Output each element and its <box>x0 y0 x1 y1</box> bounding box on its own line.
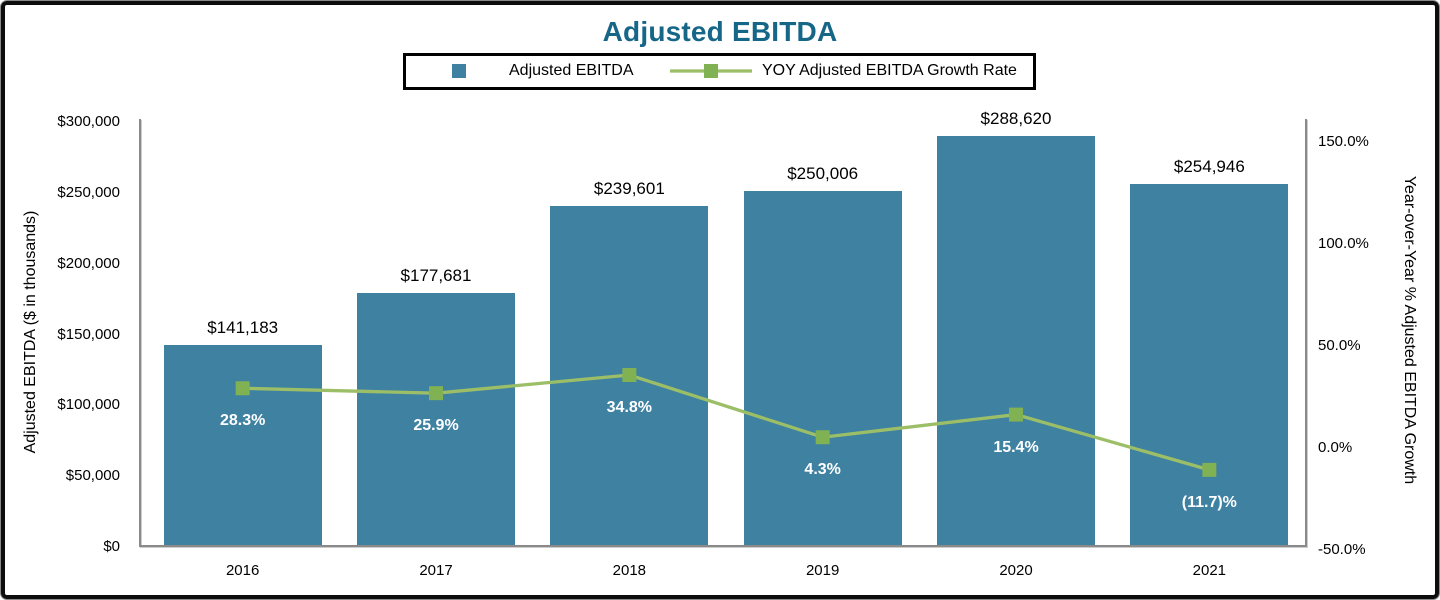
x-tick-label-2018: 2018 <box>612 562 647 579</box>
bar-series-swatch-icon <box>452 64 466 78</box>
bar-2020 <box>937 136 1095 545</box>
right-axis-line <box>1305 119 1307 547</box>
y-left-tick-label: $100,000 <box>57 396 120 414</box>
y-left-tick-label: $300,000 <box>57 113 120 130</box>
y-left-tick-label: $200,000 <box>57 254 120 272</box>
growth-value-label-2020: 15.4% <box>993 438 1039 456</box>
line-series-swatch-icon <box>670 64 752 78</box>
legend: Adjusted EBITDA YOY Adjusted EBITDA Grow… <box>403 53 1036 90</box>
growth-value-label-2017: 25.9% <box>413 417 459 435</box>
x-tick-label-2019: 2019 <box>805 562 840 579</box>
left-axis-line <box>139 119 141 547</box>
x-tick-label-2020: 2020 <box>999 562 1033 579</box>
y-left-tick-label: $150,000 <box>57 325 120 343</box>
chart-title: Adjusted EBITDA <box>602 16 838 47</box>
x-tick-label-2017: 2017 <box>419 562 453 579</box>
bar-value-label-2019: $250,006 <box>787 163 859 183</box>
legend-label-adjusted-ebitda: Adjusted EBITDA <box>509 62 634 79</box>
growth-value-label-2021: (11.7)% <box>1181 493 1237 511</box>
bar-2019 <box>743 190 902 545</box>
legend-label-yoy-growth: YOY Adjusted EBITDA Growth Rate <box>762 62 1017 79</box>
growth-value-label-2019: 4.3% <box>804 461 841 479</box>
x-axis-line <box>139 545 1307 547</box>
bar-value-label-2018: $239,601 <box>593 178 665 198</box>
y-right-tick-label: 100.0% <box>1318 235 1369 252</box>
x-tick-label-2021: 2021 <box>1192 562 1227 579</box>
bar-2018 <box>550 205 709 545</box>
bar-value-label-2016: $141,183 <box>207 317 279 337</box>
x-tick-label-2016: 2016 <box>225 562 260 579</box>
growth-value-label-2018: 34.8% <box>606 399 653 416</box>
y-right-tick-label: 150.0% <box>1318 133 1369 150</box>
y-left-tick-label: $250,000 <box>57 183 120 201</box>
bar-value-label-2020: $288,620 <box>980 109 1052 129</box>
growth-value-label-2016: 28.3% <box>219 412 266 430</box>
bar-value-label-2017: $177,681 <box>400 266 472 286</box>
y-left-tick-label: $0 <box>103 538 120 555</box>
bar-2016 <box>163 344 322 545</box>
bar-value-label-2021: $254,946 <box>1173 156 1245 176</box>
y-left-tick-label: $50,000 <box>65 467 120 485</box>
y-right-tick-label: -50.0% <box>1318 541 1366 558</box>
y-right-tick-label: 0.0% <box>1318 439 1353 456</box>
bar-2021 <box>1130 183 1289 545</box>
y-right-tick-label: 50.0% <box>1318 337 1361 354</box>
